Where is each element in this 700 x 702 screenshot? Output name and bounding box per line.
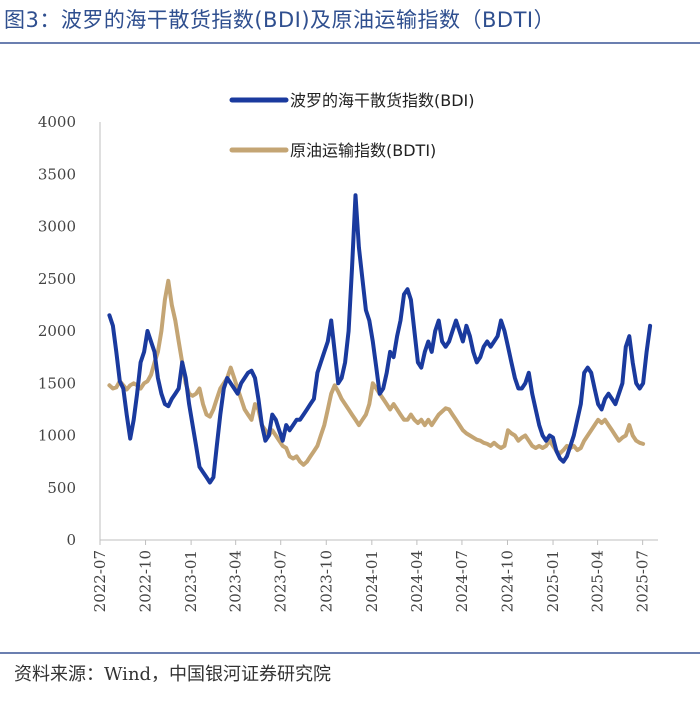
- x-tick-label: 2022-07: [91, 550, 109, 612]
- x-tick-label: 2023-10: [317, 550, 335, 612]
- x-tick-label: 2025-01: [544, 550, 562, 612]
- chart-title: 图3：波罗的海干散货指数(BDI)及原油运输指数（BDTI）: [4, 8, 556, 32]
- y-tick-label: 500: [47, 479, 76, 497]
- x-tick-label: 2022-10: [137, 550, 155, 612]
- x-tick-label: 2025-07: [634, 550, 652, 612]
- x-tick-label: 2024-07: [453, 550, 471, 612]
- source-note: 资料来源：Wind，中国银河证券研究院: [14, 664, 332, 685]
- title-divider: [0, 42, 700, 44]
- x-tick-label: 2023-07: [272, 550, 290, 612]
- y-tick-label: 4000: [38, 113, 76, 131]
- x-tick-label: 2025-04: [589, 550, 607, 612]
- legend-bdi-label: 波罗的海干散货指数(BDI): [290, 91, 475, 110]
- y-tick-label: 1000: [38, 427, 76, 445]
- y-tick-label: 3500: [38, 165, 76, 183]
- x-tick-label: 2023-04: [227, 550, 245, 612]
- line-chart: 0 500 1000 1500 2000 2500 3000 3500 4000 2022-07 2…: [38, 91, 658, 612]
- x-tick-label: 2023-01: [182, 550, 200, 612]
- y-tick-label: 2500: [38, 270, 76, 288]
- y-tick-label: 2000: [38, 322, 76, 340]
- y-tick-label: 1500: [38, 374, 76, 392]
- bdi-series-line: [107, 193, 653, 485]
- x-tick-label: 2024-01: [363, 550, 381, 612]
- legend-bdti-label: 原油运输指数(BDTI): [290, 141, 436, 160]
- x-tick-label: 2024-10: [498, 550, 516, 612]
- y-tick-label: 3000: [38, 218, 76, 236]
- source-divider: [0, 652, 700, 654]
- x-tick-label: 2024-04: [408, 550, 426, 612]
- y-tick-label: 0: [66, 531, 76, 549]
